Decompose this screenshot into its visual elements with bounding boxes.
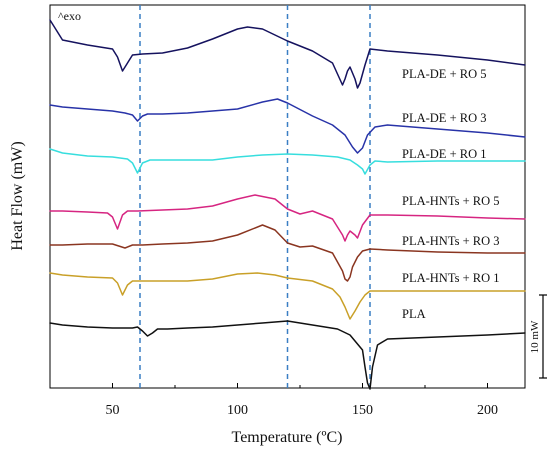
series-label-2: PLA-DE + RO 1	[402, 147, 486, 161]
reference-lines	[139, 5, 371, 388]
series-labels: PLA-DE + RO 5 PLA-DE + RO 3 PLA-DE + RO 1 P…	[402, 67, 500, 321]
x-axis: 50 100 150 200	[49, 383, 498, 418]
scale-bar-label: 10 mW	[529, 320, 541, 353]
x-axis-title: Temperature (ºC)	[232, 429, 343, 446]
series-label-5: PLA-HNTs + RO 1	[402, 271, 500, 285]
series-curves	[49, 19, 526, 390]
series-label-6: PLA	[402, 307, 426, 321]
series-label-1: PLA-DE + RO 3	[402, 111, 486, 125]
x-tick-label-1: 100	[227, 403, 248, 418]
exo-annotation: ^exo	[58, 9, 81, 23]
series-line-5	[49, 272, 526, 320]
series-line-2	[49, 148, 526, 175]
series-label-0: PLA-DE + RO 5	[402, 67, 486, 81]
series-line-3	[49, 194, 526, 242]
x-tick-label-2: 150	[352, 403, 373, 418]
series-line-6	[49, 320, 526, 390]
x-tick-label-0: 50	[106, 403, 120, 418]
series-line-1	[49, 98, 526, 154]
series-label-4: PLA-HNTs + RO 3	[402, 234, 500, 248]
series-line-4	[49, 224, 526, 282]
x-tick-label-3: 200	[477, 403, 498, 418]
series-label-3: PLA-HNTs + RO 5	[402, 194, 500, 208]
series-line-0	[49, 19, 526, 89]
y-axis-title: Heat Flow (mW)	[9, 141, 26, 250]
